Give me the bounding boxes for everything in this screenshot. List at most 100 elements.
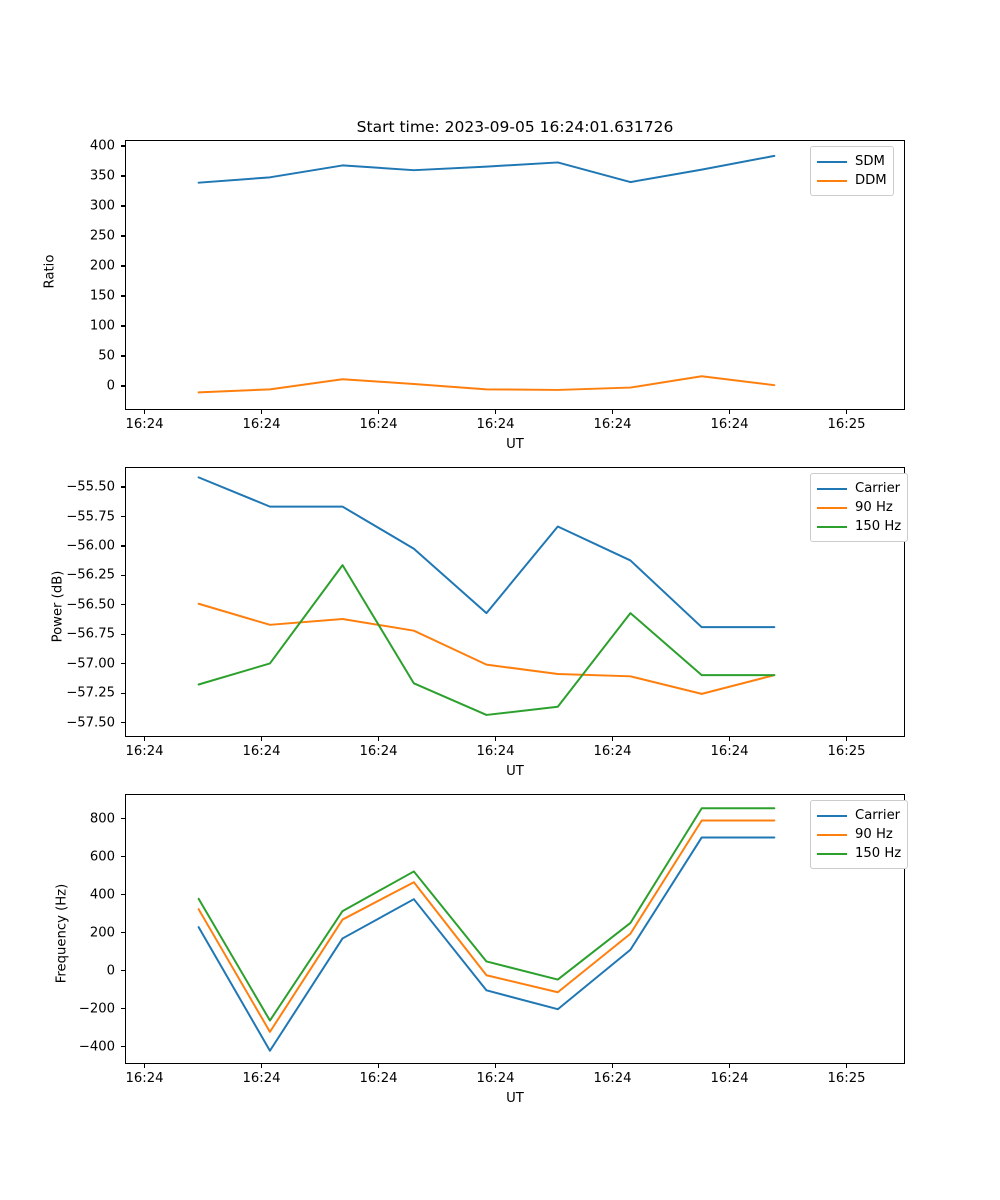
power-plot-ytick-label: −56.25 bbox=[66, 567, 115, 583]
ratio-plot-ytick-mark bbox=[121, 175, 125, 177]
power-plot-xlabel: UT bbox=[506, 764, 524, 779]
frequency-plot-xtick-mark bbox=[377, 1064, 380, 1068]
series-line-150-hz bbox=[197, 564, 776, 716]
power-plot-ytick-mark bbox=[121, 663, 125, 665]
frequency-plot-ytick-mark bbox=[121, 818, 125, 820]
power-plot-ytick-mark bbox=[121, 515, 125, 518]
power-plot-xtick-label: 16:25 bbox=[827, 744, 866, 759]
power-plot-xtick-label: 16:24 bbox=[710, 744, 749, 759]
series-line-ddm bbox=[197, 375, 776, 394]
series-line-90-hz bbox=[197, 819, 776, 1033]
legend-label: 150 Hz bbox=[855, 845, 902, 861]
ratio-plot-ytick-mark bbox=[121, 235, 125, 237]
legend-label: 150 Hz bbox=[855, 518, 902, 534]
legend-item-90-hz[interactable]: 90 Hz bbox=[817, 825, 901, 844]
power-plot-ytick-label: −57.50 bbox=[66, 715, 115, 731]
frequency-plot-ytick-label: 800 bbox=[89, 811, 115, 827]
legend-label: SDM bbox=[855, 153, 885, 169]
ratio-plot-xtick-label: 16:24 bbox=[593, 417, 632, 432]
legend-swatch-icon bbox=[817, 852, 847, 855]
legend-item-90-hz[interactable]: 90 Hz bbox=[817, 498, 901, 517]
power-plot-ytick-label: −56.50 bbox=[66, 597, 115, 613]
frequency-plot-ytick-mark bbox=[121, 1046, 125, 1048]
legend-label: Carrier bbox=[855, 480, 901, 496]
power-plot-ytick-mark bbox=[121, 692, 125, 694]
ratio-plot-ytick-mark bbox=[121, 295, 125, 297]
frequency-plot-lines bbox=[197, 807, 776, 1052]
frequency-plot-xtick-mark bbox=[611, 1064, 614, 1068]
ratio-plot-ytick-label: 150 bbox=[89, 288, 115, 304]
frequency-plot-xtick-label: 16:24 bbox=[593, 1071, 632, 1086]
power-plot-xtick-mark bbox=[143, 737, 146, 741]
ratio-plot-xtick-label: 16:24 bbox=[242, 417, 281, 432]
ratio-plot-ytick-label: 400 bbox=[89, 138, 115, 154]
legend-label: DDM bbox=[855, 172, 887, 188]
ratio-plot-xtick-label: 16:25 bbox=[827, 417, 866, 432]
frequency-plot-ytick-mark bbox=[121, 1008, 125, 1010]
frequency-plot-ytick-label: 400 bbox=[89, 887, 115, 903]
legend-item-carrier[interactable]: Carrier bbox=[817, 479, 901, 498]
ratio-plot-legend[interactable]: SDM DDM bbox=[810, 146, 894, 196]
series-line-carrier bbox=[197, 476, 776, 629]
legend-item-150-hz[interactable]: 150 Hz bbox=[817, 844, 901, 863]
legend-label: Carrier bbox=[855, 807, 901, 823]
ratio-plot-ytick-label: 100 bbox=[89, 318, 115, 334]
power-plot-xtick-label: 16:24 bbox=[125, 744, 164, 759]
frequency-plot-xtick-mark bbox=[728, 1064, 731, 1068]
power-plot-ytick-label: −55.75 bbox=[66, 509, 115, 525]
frequency-plot-ytick-label: 200 bbox=[89, 925, 115, 941]
power-plot-xtick-mark bbox=[494, 737, 497, 741]
power-plot-ytick-mark bbox=[121, 574, 125, 576]
legend-item-carrier[interactable]: Carrier bbox=[817, 806, 901, 825]
frequency-plot-ytick-label: 0 bbox=[106, 963, 115, 979]
frequency-plot-xtick-label: 16:24 bbox=[359, 1071, 398, 1086]
frequency-plot-xtick-mark bbox=[143, 1064, 146, 1068]
legend-swatch-icon bbox=[817, 814, 847, 817]
frequency-plot-xlabel: UT bbox=[506, 1091, 524, 1106]
power-plot-ytick-label: −55.50 bbox=[66, 479, 115, 495]
power-plot-xtick-label: 16:24 bbox=[476, 744, 515, 759]
power-plot-ytick-mark bbox=[121, 604, 125, 606]
legend-label: 90 Hz bbox=[855, 826, 893, 842]
power-plot-ytick-mark bbox=[121, 722, 125, 724]
ratio-plot-xtick-mark bbox=[611, 410, 614, 414]
frequency-plot-xtick-mark bbox=[494, 1064, 497, 1068]
ratio-plot-xtick-mark bbox=[143, 410, 146, 414]
power-plot-axes bbox=[125, 467, 905, 737]
ratio-plot-ytick-label: 350 bbox=[89, 168, 115, 184]
legend-swatch-icon bbox=[817, 833, 847, 836]
series-line-sdm bbox=[197, 154, 776, 184]
frequency-plot-xtick-label: 16:24 bbox=[476, 1071, 515, 1086]
series-line-90-hz bbox=[197, 602, 776, 695]
power-plot-ytick-label: −56.00 bbox=[66, 538, 115, 554]
series-line-150-hz bbox=[197, 807, 776, 1022]
ratio-plot-ytick-label: 0 bbox=[106, 378, 115, 394]
power-plot-ytick-label: −57.25 bbox=[66, 685, 115, 701]
legend-swatch-icon bbox=[817, 487, 847, 490]
power-plot-xtick-label: 16:24 bbox=[359, 744, 398, 759]
legend-item-150-hz[interactable]: 150 Hz bbox=[817, 517, 901, 536]
frequency-plot-xtick-label: 16:24 bbox=[710, 1071, 749, 1086]
power-plot-xtick-mark bbox=[377, 737, 380, 741]
ratio-plot-xtick-label: 16:24 bbox=[359, 417, 398, 432]
legend-item-ddm[interactable]: DDM bbox=[817, 171, 887, 190]
power-plot-lines bbox=[197, 476, 776, 716]
power-plot-xtick-label: 16:24 bbox=[593, 744, 632, 759]
ratio-plot-xtick-mark bbox=[260, 410, 263, 414]
ratio-plot-axes bbox=[125, 140, 905, 410]
ratio-plot-ytick-label: 250 bbox=[89, 228, 115, 244]
frequency-plot-ytick-label: −200 bbox=[78, 1001, 115, 1017]
power-plot-ytick-mark bbox=[121, 486, 125, 488]
ratio-plot-xlabel: UT bbox=[506, 437, 524, 452]
ratio-plot-ytick-mark bbox=[121, 325, 125, 327]
power-plot-legend[interactable]: Carrier 90 Hz 150 Hz bbox=[810, 473, 909, 542]
ratio-plot-ytick-mark bbox=[121, 205, 125, 207]
frequency-plot-ytick-label: −400 bbox=[78, 1039, 115, 1055]
legend-swatch-icon bbox=[817, 179, 847, 182]
legend-item-sdm[interactable]: SDM bbox=[817, 152, 887, 171]
ratio-plot-ytick-mark bbox=[121, 385, 125, 387]
frequency-plot-legend[interactable]: Carrier 90 Hz 150 Hz bbox=[810, 800, 909, 869]
ratio-plot-ytick-mark bbox=[121, 265, 125, 267]
ratio-plot-xtick-label: 16:24 bbox=[710, 417, 749, 432]
frequency-plot-ytick-mark bbox=[121, 932, 125, 934]
